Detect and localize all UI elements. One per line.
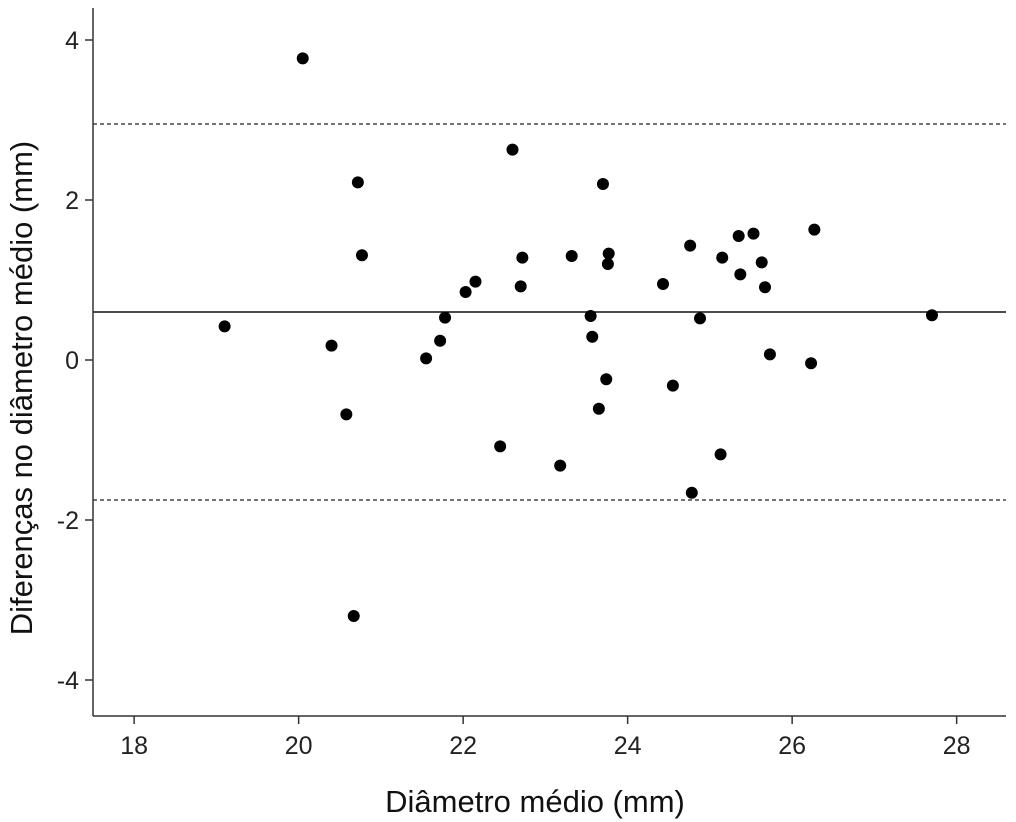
data-point — [732, 230, 745, 242]
data-point — [514, 280, 527, 293]
y-tick-label: 0 — [65, 347, 79, 375]
data-point — [434, 334, 447, 347]
y-tick-label: -4 — [57, 667, 79, 695]
x-tick-label: 20 — [285, 732, 313, 760]
data-point — [666, 379, 679, 392]
data-point — [596, 178, 609, 190]
data-point — [694, 312, 707, 325]
data-point — [808, 223, 821, 236]
data-point — [516, 251, 529, 264]
data-point — [805, 357, 818, 370]
data-point — [565, 250, 578, 262]
data-point — [747, 227, 760, 240]
x-tick-label: 26 — [778, 732, 806, 760]
reference-lines — [93, 123, 1006, 501]
axes — [92, 8, 1006, 717]
data-point — [347, 610, 360, 622]
x-axis-title: Diâmetro médio (mm) — [385, 784, 685, 819]
data-point — [494, 440, 507, 453]
data-point — [714, 448, 727, 461]
data-point — [586, 330, 599, 343]
data-point — [439, 311, 452, 324]
y-tick-label: -2 — [57, 507, 79, 535]
data-point — [763, 348, 776, 361]
y-tick-label: 4 — [65, 27, 79, 55]
data-point — [218, 320, 231, 333]
data-point — [459, 286, 472, 298]
data-point — [296, 52, 309, 65]
data-point — [554, 459, 567, 472]
data-point — [325, 339, 338, 352]
data-point — [592, 402, 605, 415]
data-point — [759, 281, 772, 294]
data-point — [755, 256, 768, 269]
data-point — [716, 251, 729, 264]
y-tick-label: 2 — [65, 187, 79, 215]
data-point — [684, 239, 697, 252]
y-axis-title: Diferenças no diâmetro médio (mm) — [4, 141, 39, 635]
data-point — [600, 373, 613, 386]
data-point — [584, 310, 597, 322]
data-points — [218, 52, 938, 622]
data-point — [351, 176, 364, 189]
data-point — [685, 486, 698, 499]
data-point — [355, 249, 368, 262]
data-point — [925, 309, 938, 322]
x-tick-label: 22 — [449, 732, 477, 760]
data-point — [340, 408, 353, 421]
x-tick-label: 18 — [120, 732, 148, 760]
data-point — [469, 275, 482, 288]
data-point — [657, 278, 670, 290]
x-tick-label: 24 — [614, 732, 642, 760]
x-tick-label: 28 — [943, 732, 971, 760]
data-point — [602, 247, 615, 260]
data-point — [601, 258, 614, 270]
data-point — [420, 352, 433, 365]
data-point — [506, 143, 519, 156]
data-point — [734, 268, 747, 281]
